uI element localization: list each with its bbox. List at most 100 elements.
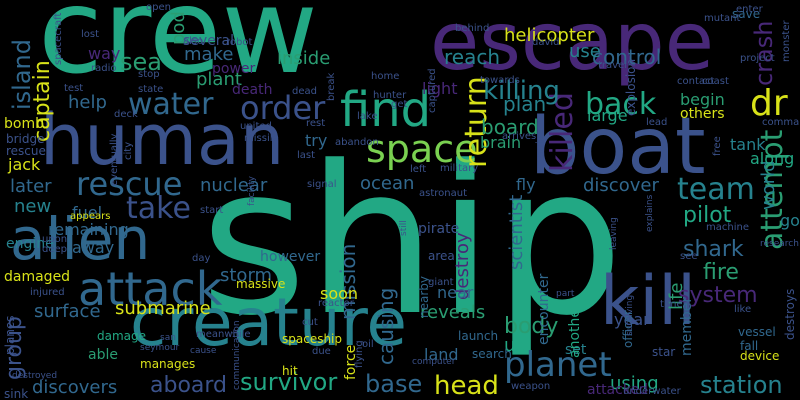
word-manages: manages	[140, 357, 196, 371]
word-team: team	[677, 172, 755, 207]
word-aboard: aboard	[150, 373, 228, 398]
word-facility: facility	[247, 176, 257, 206]
word-free: free	[712, 136, 723, 156]
word-area: area	[428, 249, 455, 263]
word-discover: discover	[583, 175, 659, 196]
word-lost: lost	[81, 29, 100, 40]
word-meanwhile: meanwhile	[196, 329, 251, 340]
word-rescue: rescue	[76, 165, 183, 203]
word-base: base	[365, 370, 423, 398]
word-test: test	[64, 83, 84, 94]
word-boat: boat	[530, 102, 706, 192]
word-like: like	[734, 304, 752, 315]
word-crew: crew	[38, 0, 318, 100]
word-rest: rest	[306, 118, 326, 129]
word-lake: lake	[357, 111, 378, 122]
word-space: space	[366, 127, 478, 171]
word-still: still	[399, 220, 409, 236]
word-killing: killing	[483, 76, 560, 106]
word-upon: upon	[42, 234, 68, 245]
word-control: control	[592, 45, 662, 69]
word-try: try	[305, 131, 328, 150]
word-signal: signal	[307, 179, 337, 190]
word-discovers: discovers	[32, 377, 118, 398]
word-spaceship: spaceship	[282, 332, 343, 346]
word-pilot: pilot	[683, 203, 732, 228]
word-due: due	[312, 346, 331, 357]
word-board: board	[481, 115, 539, 139]
word-attacked: attacked	[587, 382, 648, 398]
word-survivor: survivor	[240, 368, 338, 396]
word-search: search	[472, 347, 512, 361]
word-astronaut: astronaut	[419, 188, 467, 199]
word-planet: planet	[504, 345, 612, 385]
word-human: human	[40, 99, 285, 181]
word-deck: deck	[114, 109, 138, 120]
word-creature: creature	[130, 284, 408, 361]
word-start: start	[200, 205, 224, 216]
word-travel: travel	[598, 60, 628, 71]
word-reactor: reactor	[318, 298, 354, 309]
word-behind: behind	[455, 23, 490, 34]
word-sink: sink	[4, 387, 29, 400]
word-massive: massive	[236, 277, 286, 291]
word-kill: kill	[600, 262, 697, 341]
word-see: see	[680, 251, 698, 262]
word-vessel: vessel	[738, 325, 776, 339]
word-david: david	[532, 37, 560, 48]
word-launch: launch	[458, 329, 499, 343]
word-coast: coast	[702, 76, 729, 87]
word-using: using	[610, 373, 659, 394]
word-computer: computer	[412, 357, 456, 367]
word-command: command	[762, 117, 800, 128]
word-ocean: ocean	[360, 173, 415, 194]
word-land: land	[424, 345, 459, 364]
word-begin: begin	[680, 90, 725, 109]
word-jack: jack	[8, 155, 41, 174]
word-oil: oil	[362, 339, 374, 350]
word-planes: planes	[3, 315, 17, 355]
word-dead: dead	[292, 86, 317, 97]
word-injured: injured	[30, 287, 65, 298]
word-plant: plant	[196, 69, 242, 90]
word-able: able	[88, 347, 118, 363]
word-bomb: bomb	[4, 116, 44, 132]
word-project: project	[740, 53, 775, 64]
word-fall: fall	[740, 339, 759, 353]
word-san: san	[160, 333, 176, 343]
word-engine: engine	[6, 236, 54, 252]
word-pirate: pirate	[418, 221, 460, 237]
word-spacecraft: spacecraft	[53, 12, 64, 65]
word-year: year	[614, 310, 650, 329]
word-cause: cause	[190, 346, 217, 356]
word-set: set	[565, 342, 587, 358]
word-mutant: mutant	[704, 13, 741, 24]
word-later: later	[10, 176, 52, 197]
word-body: body	[504, 314, 559, 339]
word-save: save	[732, 7, 761, 21]
word-time: time	[660, 299, 683, 310]
word-us: us	[504, 335, 525, 356]
word-deep: deep	[42, 244, 67, 255]
word-explains: explains	[645, 194, 655, 232]
word-head: head	[434, 371, 499, 400]
word-station: station	[700, 371, 783, 399]
word-damaged: damaged	[4, 269, 71, 285]
word-fire: fire	[703, 260, 739, 285]
word-remaining: remaining	[48, 220, 129, 239]
word-hunter: hunter	[373, 90, 407, 101]
word-towards: towards	[480, 75, 520, 86]
word-others: others	[680, 106, 725, 122]
word-state: state	[138, 84, 164, 95]
word-plan: plan	[503, 92, 547, 116]
word-hit: hit	[282, 364, 298, 378]
word-lead: lead	[646, 117, 668, 128]
word-near: near	[437, 283, 474, 302]
word-military: military	[440, 163, 479, 174]
word-alien: alien	[10, 205, 151, 273]
word-get: get	[391, 99, 408, 110]
word-leaving: leaving	[609, 217, 619, 250]
word-stop: stop	[138, 69, 160, 80]
word-bridge: bridge	[6, 132, 45, 146]
